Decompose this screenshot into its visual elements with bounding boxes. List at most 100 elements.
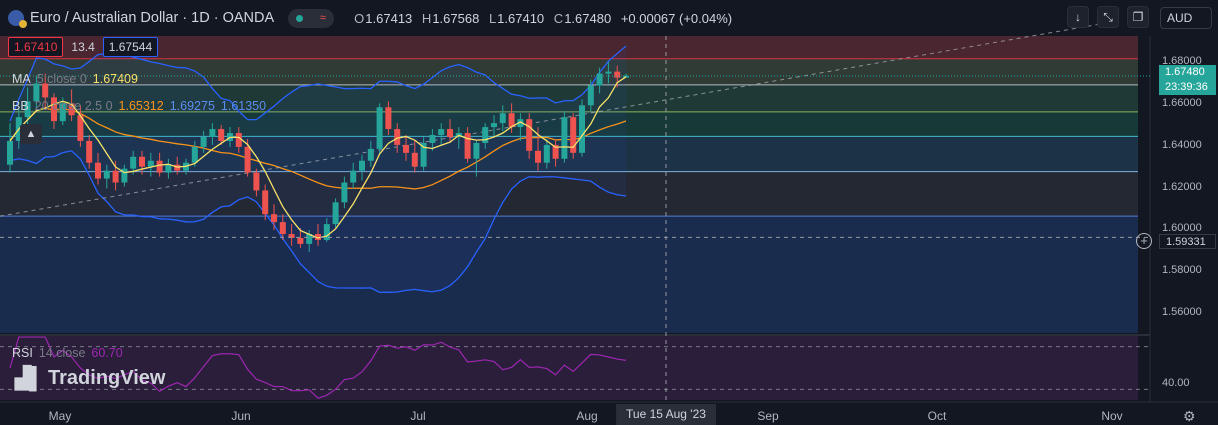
candle-body — [147, 160, 154, 167]
candle-body — [235, 133, 242, 147]
candle-body — [95, 162, 101, 179]
settings-gear-icon[interactable]: ⚙ — [1183, 408, 1196, 424]
candle-body — [121, 168, 128, 183]
candle-body — [438, 129, 445, 135]
chart-header: Euro / Australian Dollar · 1D · OANDA ≈ … — [0, 0, 1150, 36]
candle-body — [51, 97, 57, 122]
candle-body — [253, 172, 260, 191]
rsi-line — [9, 336, 627, 399]
time-tick: Jul — [410, 409, 426, 423]
candle-body — [191, 146, 198, 163]
candle-body — [218, 129, 225, 141]
candle-body — [315, 234, 321, 240]
candle-body — [130, 156, 137, 169]
ma-value: 1.67409 — [92, 72, 138, 86]
candle-body — [24, 101, 31, 118]
collapse-legend-chevron-up-icon[interactable]: ▲ — [20, 124, 42, 144]
background-layer — [0, 36, 1218, 403]
candle-body — [156, 160, 163, 173]
candle-body — [508, 113, 515, 128]
candle-body — [86, 140, 93, 163]
time-tick: May — [48, 409, 72, 423]
rsi-params: 14 close — [38, 346, 86, 360]
price-tick: 1.58000 — [1162, 264, 1202, 276]
buy-button[interactable]: 1.67544 — [102, 37, 159, 57]
snapshot-icon[interactable]: ❐ — [1127, 6, 1149, 28]
fullscreen-icon[interactable]: ⤡ — [1097, 6, 1119, 28]
candle-body — [42, 83, 49, 98]
candle-body — [68, 103, 75, 116]
candle-body — [535, 150, 541, 163]
candle-body — [447, 129, 453, 137]
grid-layer — [0, 58, 1150, 390]
price-zone — [0, 58, 1138, 85]
candle-body — [579, 105, 585, 153]
ohlc-readout: O1.67413 H1.67568 L1.67410 C1.67480 +0.0… — [348, 11, 732, 26]
bb-params: 20 close 2.5 0 — [34, 99, 113, 113]
ma-params: 5 close 0 — [36, 72, 87, 86]
market-status-pill[interactable]: ≈ — [288, 8, 335, 28]
legend-ma[interactable]: MA 5 close 0 1.67409 — [12, 72, 138, 86]
candle-body — [464, 133, 471, 159]
arrow-down-icon[interactable]: ↓ — [1067, 6, 1089, 28]
rsi-tick: 40.00 — [1162, 377, 1190, 389]
symbol-title[interactable]: Euro / Australian Dollar · 1D · OANDA — [30, 10, 275, 26]
trade-quote-row: 1.67410 13.4 1.67544 — [8, 37, 159, 57]
bb-upper-value: 1.69275 — [169, 99, 215, 113]
candle-body — [482, 127, 489, 143]
candle-body — [587, 85, 594, 106]
crosshair-price-tag: 1.59331 — [1159, 234, 1216, 249]
indicator-line-layer — [0, 75, 1150, 239]
time-tick: Sep — [757, 409, 779, 423]
candle-body — [332, 202, 339, 225]
last-price-tag: 1.67480 — [1159, 65, 1216, 80]
rsi-value: 60.70 — [91, 346, 123, 360]
candle-body — [394, 129, 401, 145]
candle-body — [139, 156, 145, 167]
candle-body — [200, 136, 207, 147]
low-key: L — [488, 10, 497, 26]
candle-body — [288, 234, 295, 238]
candle-body — [570, 117, 577, 153]
tradingview-logo[interactable]: ▟▌ TradingView — [15, 366, 165, 391]
price-tick: 1.64000 — [1162, 139, 1202, 151]
price-tick: 1.60000 — [1162, 222, 1202, 234]
price-tick: 1.68000 — [1162, 55, 1202, 67]
candle-body — [552, 144, 559, 159]
bb-name: BB — [12, 99, 29, 113]
high-value: 1.67568 — [432, 10, 480, 26]
time-tick: Oct — [927, 409, 947, 423]
sell-button[interactable]: 1.67410 — [8, 37, 64, 57]
candle-body — [429, 135, 436, 143]
candle-body — [359, 160, 365, 171]
legend-bb[interactable]: BB 20 close 2.5 0 1.65312 1.69275 1.6135… — [12, 99, 266, 113]
candle-body — [279, 222, 286, 234]
price-zone — [0, 216, 1138, 333]
currency-select[interactable]: AUD — [1160, 7, 1212, 29]
candle-body — [59, 103, 66, 122]
close-key: C — [553, 10, 564, 26]
add-alert-plus-icon[interactable]: + — [1136, 233, 1152, 249]
crosshair-layer — [0, 36, 1150, 402]
wave-icon: ≈ — [319, 12, 326, 24]
countdown-tag: 23:39:36 — [1159, 80, 1216, 95]
candle-body — [323, 224, 330, 240]
candle-body — [561, 117, 568, 159]
currency-flag-icon — [8, 10, 27, 28]
bollinger-fill — [10, 46, 626, 293]
candle-body — [244, 146, 251, 173]
candle-body — [517, 119, 524, 128]
candle-body — [614, 71, 621, 78]
candle-body — [596, 73, 603, 86]
low-value: 1.67410 — [497, 10, 545, 26]
candle-body — [385, 107, 392, 130]
candle-body — [103, 170, 110, 179]
candle-body — [420, 142, 427, 167]
candle-body — [411, 152, 418, 167]
candlestick-layer — [7, 61, 629, 252]
bollinger-basis-line — [9, 107, 627, 190]
legend-rsi[interactable]: RSI 14 close 60.70 — [12, 346, 123, 360]
rsi-layer — [9, 336, 627, 399]
candle-body — [473, 142, 480, 159]
